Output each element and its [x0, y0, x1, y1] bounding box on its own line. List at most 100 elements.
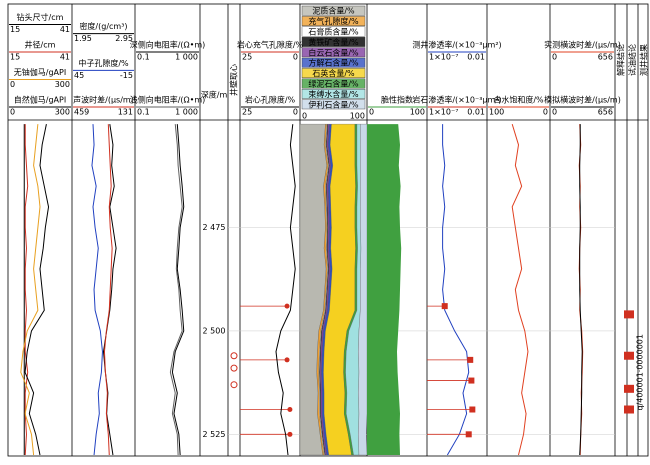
- legend-swatch: [301, 88, 366, 99]
- legend-label: 白云石含量/%: [308, 47, 359, 57]
- scale-left: 1×10⁻⁷: [429, 53, 458, 62]
- scale-left: 1.95: [74, 34, 92, 43]
- legend-label: 伊利石含量/%: [308, 99, 359, 109]
- curve-label: 深侧向电阻率/(Ω•m): [130, 40, 206, 50]
- scale-right: 0: [543, 108, 548, 117]
- core-point: [284, 303, 290, 309]
- scale-left: 45: [74, 71, 84, 80]
- curve-label: 中子孔隙度/%: [78, 58, 129, 68]
- scale-right: 656: [598, 108, 613, 117]
- curve-label: 含水饱和度/%: [493, 95, 544, 105]
- scale-left: 0: [369, 108, 374, 117]
- frame: [7, 3, 649, 457]
- curve-label: 井径/cm: [25, 40, 56, 50]
- scale-left: 0.1: [137, 108, 150, 117]
- interp-label: 测井结果: [639, 44, 649, 76]
- legend-swatch: [301, 78, 366, 89]
- legend-label: 石膏质含量/%: [308, 27, 359, 37]
- scale-left: 1×10⁻⁷: [429, 108, 458, 117]
- scale-right: 41: [60, 25, 70, 34]
- legend-label: 黄铁矿含量/%: [308, 37, 359, 47]
- wall-core-sample: [230, 364, 238, 372]
- core-point: [468, 377, 475, 384]
- scale-left: 0: [302, 112, 307, 121]
- legend-label: 绿泥石含量/%: [308, 79, 359, 89]
- legend-swatch: [301, 57, 366, 68]
- legend-label: 充气孔隙度/%: [308, 16, 359, 26]
- legend-swatch: [301, 99, 366, 110]
- scale-right: 1 000: [175, 53, 198, 62]
- depth-tick-label: 2 525: [203, 430, 226, 439]
- scale-left: 0: [552, 108, 557, 117]
- curve-label: 浅侧向电阻率/(Ω•m): [130, 95, 206, 105]
- curve-label: 钻头尺寸/cm: [17, 12, 64, 22]
- legend-swatch: [301, 47, 366, 58]
- curve-label: 无铀伽马/gAPI: [14, 67, 66, 77]
- scale-right: 0.01: [467, 108, 485, 117]
- legend-swatch: [301, 37, 366, 47]
- curve-label: 测井渗透率/(×10⁻³μm²): [412, 40, 501, 50]
- scale-right: 131: [118, 108, 133, 117]
- scale-left: 459: [74, 108, 89, 117]
- test-result: q/400001·0000001: [636, 334, 645, 410]
- scale-right: 300: [55, 108, 70, 117]
- scale-right: 0.01: [467, 53, 485, 62]
- core-point: [284, 357, 290, 363]
- scale-right: 300: [55, 80, 70, 89]
- scale-left: 0: [552, 53, 557, 62]
- scale-right: 100: [350, 112, 365, 121]
- scale-right: 656: [598, 53, 613, 62]
- legend-label: 泥质含量/%: [312, 6, 355, 16]
- curve-label: 密度/(g/cm³): [79, 21, 127, 31]
- core-point: [441, 303, 448, 310]
- curve-label: 模拟横波时差/(μs/m): [544, 95, 621, 105]
- legend-label: 方解石含量/%: [308, 58, 359, 68]
- curve: [442, 124, 470, 456]
- curve-label: 自然伽马/gAPI: [14, 95, 66, 105]
- depth-label: 深度/m: [201, 90, 228, 100]
- test-interval: [624, 351, 634, 360]
- curve: [171, 124, 185, 456]
- scale-left: 100: [489, 108, 504, 117]
- curve: [24, 124, 29, 456]
- legend-swatch: [301, 5, 366, 16]
- test-interval: [624, 405, 634, 414]
- scale-right: 100: [410, 108, 425, 117]
- wall-core-sample: [230, 381, 238, 389]
- scale-left: 25: [242, 108, 252, 117]
- wall-core-sample: [230, 352, 238, 360]
- curve-label: 岩心孔隙度/%: [245, 95, 296, 105]
- curve: [579, 124, 583, 456]
- scale-left: 25: [242, 53, 252, 62]
- scale-right: -15: [120, 71, 133, 80]
- depth-tick-label: 2 475: [203, 223, 226, 232]
- scale-left: 0: [10, 80, 15, 89]
- wall-core-label: 井壁取心: [229, 64, 239, 96]
- curve-label: 声波时差/(μs/m): [73, 95, 134, 105]
- legend-swatch: [301, 26, 366, 37]
- core-point: [287, 431, 293, 437]
- curve-label: 脆性指数: [381, 95, 413, 105]
- interp-label: 试油结论: [627, 44, 637, 76]
- curve-area: [367, 124, 402, 455]
- curve: [511, 123, 529, 456]
- curve: [103, 124, 113, 456]
- legend-label: 束缚水含量/%: [308, 89, 359, 99]
- scale-right: 2.95: [115, 34, 133, 43]
- curve-label: 岩心充气孔隙度/%: [237, 40, 304, 50]
- curve-label: 实测横波时差/(μs/m): [544, 40, 621, 50]
- curve: [24, 124, 50, 456]
- scale-right: 41: [60, 53, 70, 62]
- curve: [275, 124, 296, 456]
- test-interval: [624, 310, 634, 319]
- legend-swatch: [301, 68, 366, 79]
- depth-tick-label: 2 500: [203, 326, 226, 335]
- scale-right: 0: [293, 108, 298, 117]
- test-interval: [624, 384, 634, 393]
- legend-swatch: [301, 16, 366, 26]
- curve: [91, 124, 103, 456]
- scale-right: 0: [293, 53, 298, 62]
- curve: [20, 124, 41, 456]
- scale-left: 0.1: [137, 53, 150, 62]
